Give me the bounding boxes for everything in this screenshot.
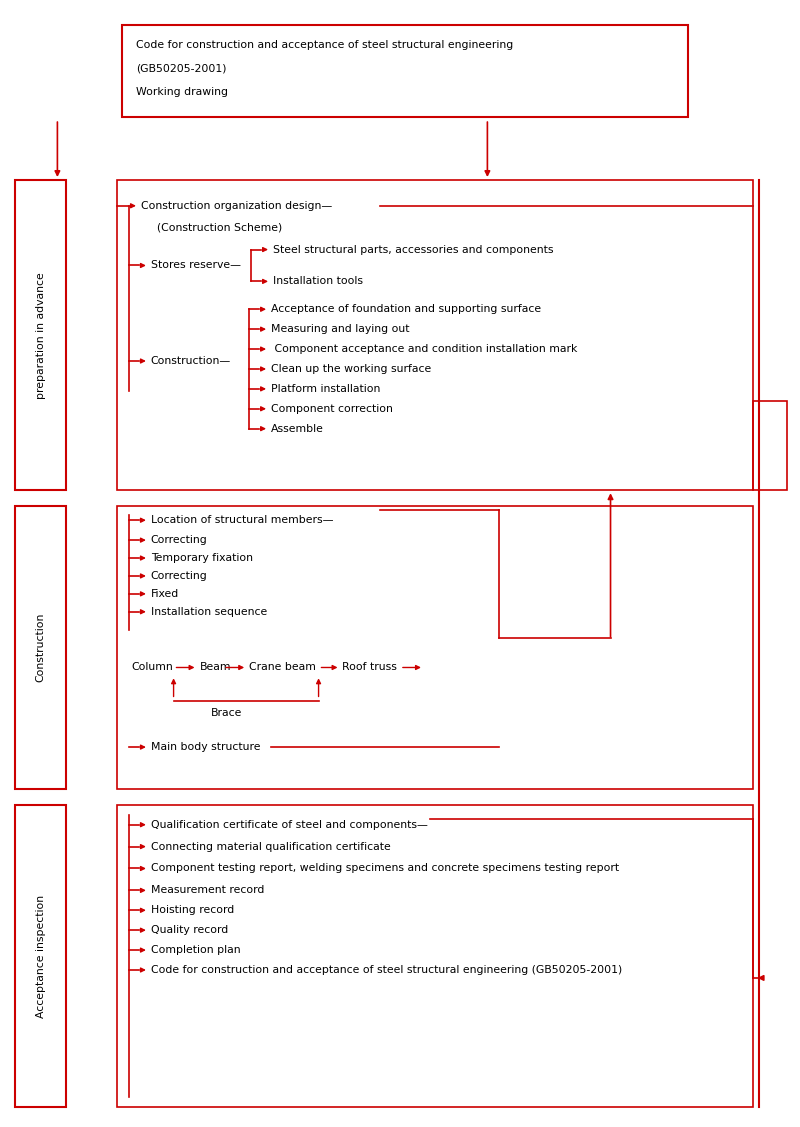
Text: Completion plan: Completion plan xyxy=(150,946,240,955)
Text: Location of structural members—: Location of structural members— xyxy=(150,515,334,525)
Bar xyxy=(14,506,66,789)
Text: Hoisting record: Hoisting record xyxy=(150,905,234,915)
Text: Component acceptance and condition installation mark: Component acceptance and condition insta… xyxy=(271,344,578,354)
Text: (Construction Scheme): (Construction Scheme) xyxy=(157,223,282,232)
Text: Fixed: Fixed xyxy=(150,588,179,598)
Bar xyxy=(14,805,66,1108)
Bar xyxy=(14,180,66,490)
Text: Construction—: Construction— xyxy=(150,356,231,366)
Text: Qualification certificate of steel and components—: Qualification certificate of steel and c… xyxy=(150,819,428,829)
Text: Brace: Brace xyxy=(211,708,242,718)
Text: Roof truss: Roof truss xyxy=(342,663,398,673)
Text: Working drawing: Working drawing xyxy=(136,87,228,97)
Text: Code for construction and acceptance of steel structural engineering: Code for construction and acceptance of … xyxy=(136,39,513,50)
Text: Correcting: Correcting xyxy=(150,535,207,545)
Text: Platform installation: Platform installation xyxy=(271,384,380,393)
Text: Component correction: Component correction xyxy=(271,403,393,414)
Text: Steel structural parts, accessories and components: Steel structural parts, accessories and … xyxy=(273,245,554,255)
Text: Connecting material qualification certificate: Connecting material qualification certif… xyxy=(150,842,390,852)
Text: Acceptance of foundation and supporting surface: Acceptance of foundation and supporting … xyxy=(271,304,541,314)
Text: Component testing report, welding specimens and concrete specimens testing repor: Component testing report, welding specim… xyxy=(150,863,619,873)
Bar xyxy=(753,401,787,490)
Text: Installation sequence: Installation sequence xyxy=(150,606,267,616)
Text: Main body structure: Main body structure xyxy=(150,742,260,752)
Text: Clean up the working surface: Clean up the working surface xyxy=(271,364,431,374)
Text: Temporary fixation: Temporary fixation xyxy=(150,553,253,564)
Bar xyxy=(117,805,753,1108)
Text: Installation tools: Installation tools xyxy=(273,276,363,286)
Text: Stores reserve—: Stores reserve— xyxy=(150,260,241,270)
Text: Beam: Beam xyxy=(199,663,231,673)
Text: Acceptance inspection: Acceptance inspection xyxy=(35,895,46,1018)
Bar xyxy=(117,180,753,490)
Bar xyxy=(122,25,688,117)
Text: Code for construction and acceptance of steel structural engineering (GB50205-20: Code for construction and acceptance of … xyxy=(150,965,622,975)
Text: Measurement record: Measurement record xyxy=(150,886,264,895)
Text: Construction: Construction xyxy=(35,613,46,682)
Text: Correcting: Correcting xyxy=(150,571,207,580)
Text: Measuring and laying out: Measuring and laying out xyxy=(271,325,410,335)
Text: (GB50205-2001): (GB50205-2001) xyxy=(136,63,226,73)
Bar xyxy=(117,506,753,789)
Text: Crane beam: Crane beam xyxy=(249,663,316,673)
Text: Assemble: Assemble xyxy=(271,424,324,434)
Text: Construction organization design—: Construction organization design— xyxy=(141,201,332,211)
Text: Column: Column xyxy=(132,663,174,673)
Text: Quality record: Quality record xyxy=(150,925,228,935)
Text: preparation in advance: preparation in advance xyxy=(35,272,46,399)
